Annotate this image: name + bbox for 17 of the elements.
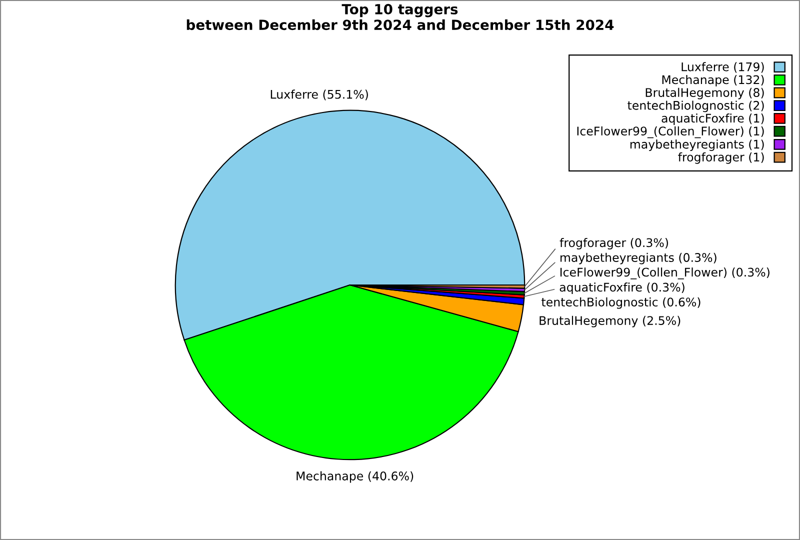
data-label: aquaticFoxfire (0.3%) bbox=[560, 282, 684, 294]
legend-label: tentechBiolognostic (2) bbox=[628, 100, 764, 112]
chart-title: Top 10 taggers between December 9th 2024 and December 15th 2024 bbox=[186, 4, 614, 30]
data-label: IceFlower99_(Collen_Flower) (0.3%) bbox=[560, 268, 770, 280]
legend-label: IceFlower99_(Collen_Flower) (1) bbox=[577, 126, 764, 138]
legend-label: Mechanape (132) bbox=[662, 75, 764, 86]
legend-label: Luxferre (179) bbox=[682, 62, 764, 73]
data-label: maybetheyregiants (0.3%) bbox=[560, 252, 716, 264]
data-label: tentechBiolognostic (0.6%) bbox=[542, 297, 700, 309]
legend-label: frogforager (1) bbox=[678, 152, 764, 164]
legend-label: aquaticFoxfire (1) bbox=[662, 114, 764, 125]
legend-label: BrutalHegemony (8) bbox=[646, 88, 764, 100]
legend-label: maybetheyregiants (1) bbox=[630, 140, 764, 151]
data-label: Luxferre (55.1%) bbox=[270, 90, 368, 100]
data-label: Mechanape (40.6%) bbox=[296, 471, 414, 483]
data-label: BrutalHegemony (2.5%) bbox=[540, 316, 680, 328]
data-label: frogforager (0.3%) bbox=[560, 238, 668, 250]
